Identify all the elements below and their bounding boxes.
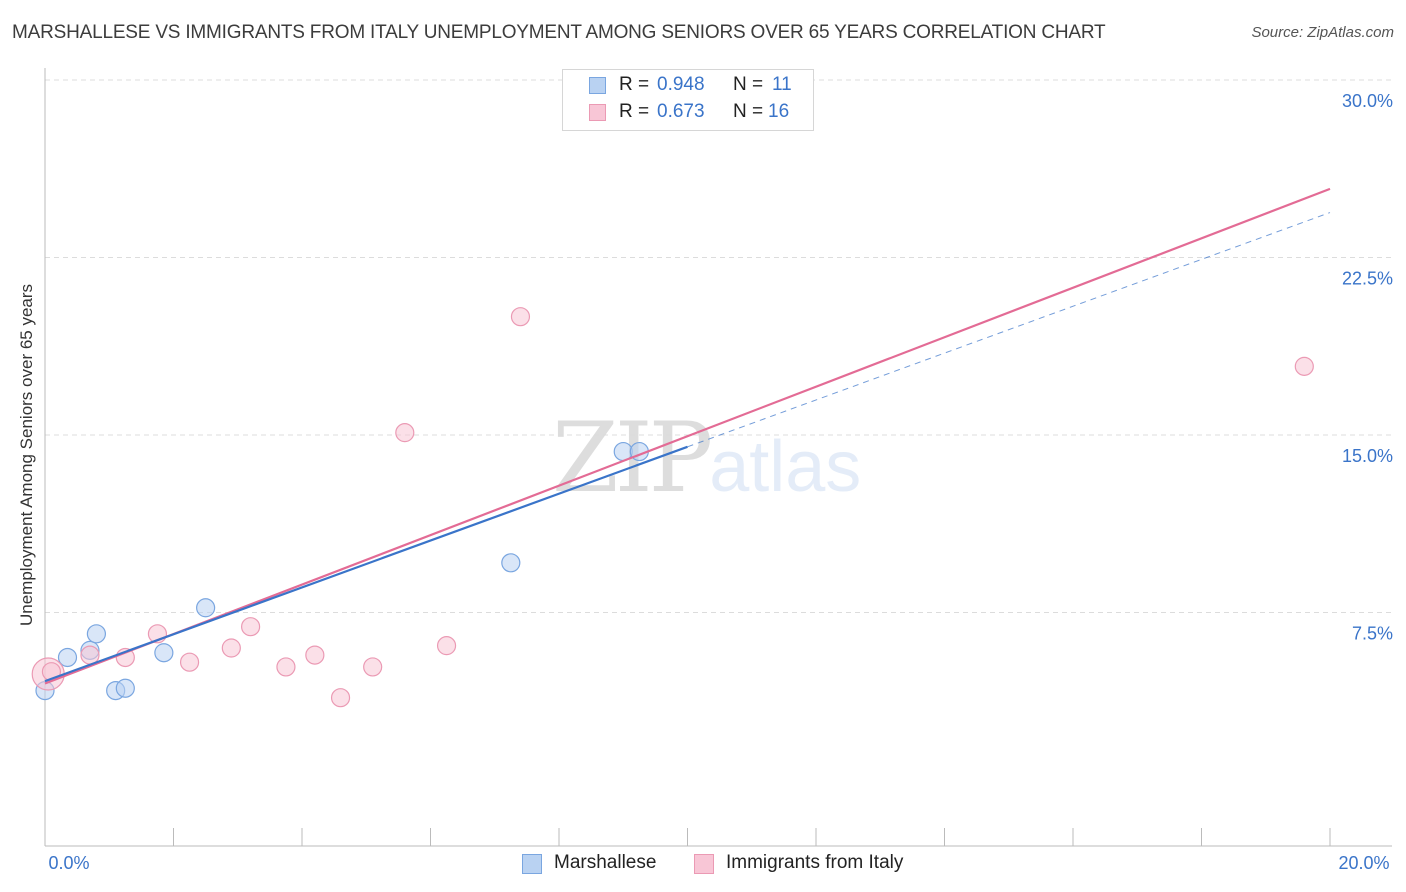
italy-point: [436, 636, 457, 656]
legend-label-marshallese: Marshallese: [554, 852, 657, 873]
italy-point: [363, 657, 383, 677]
marshallese-point: [57, 647, 78, 668]
source-credit: Source: ZipAtlas.com: [1251, 24, 1394, 41]
marshallese-trend-line: [44, 445, 688, 683]
series-legend: Marshallese Immigrants from Italy: [0, 852, 1406, 878]
y-tick-label: 7.5%: [1352, 624, 1393, 644]
italy-point: [276, 657, 296, 677]
italy-point: [330, 688, 351, 708]
italy-swatch: [589, 104, 606, 121]
marshallese-n-value: 11: [772, 74, 792, 95]
marshallese-r-value: 0.948: [657, 74, 705, 95]
marshallese-point: [501, 553, 521, 573]
y-tick-label: 30.0%: [1342, 91, 1393, 111]
italy-n-value: 16: [768, 101, 790, 122]
italy-point: [241, 617, 261, 637]
marshallese-point: [115, 678, 135, 698]
italy-point: [395, 423, 415, 443]
marshallese-point: [86, 624, 107, 644]
legend-label-italy: Immigrants from Italy: [726, 852, 904, 873]
x-tick-label-max: 20.0%: [1338, 853, 1389, 873]
n-label: N =: [733, 74, 764, 95]
italy-point: [1294, 356, 1314, 376]
r-label: R =: [619, 74, 650, 95]
x-tick-label-min: 0.0%: [48, 853, 89, 873]
y-tick-label: 22.5%: [1342, 269, 1393, 289]
italy-point: [510, 307, 531, 327]
marshallese-trend-extension: [687, 212, 1331, 448]
n-label: N =: [733, 101, 764, 122]
r-label: R =: [619, 101, 650, 122]
stats-legend: R = 0.948 N = 11 R = 0.673 N = 16: [562, 69, 814, 131]
italy-point: [305, 645, 325, 665]
italy-point: [221, 638, 241, 658]
legend-swatch-italy: [694, 854, 714, 874]
italy-point: [179, 652, 200, 672]
italy-r-value: 0.673: [657, 101, 705, 122]
chart-title: MARSHALLESE VS IMMIGRANTS FROM ITALY UNE…: [12, 22, 1106, 43]
italy-trend-line: [44, 187, 1331, 685]
marshallese-point: [154, 643, 174, 663]
marshallese-point: [196, 598, 216, 618]
y-tick-label: 15.0%: [1342, 446, 1393, 466]
legend-swatch-marshallese: [522, 854, 542, 874]
marshallese-swatch: [589, 77, 606, 94]
